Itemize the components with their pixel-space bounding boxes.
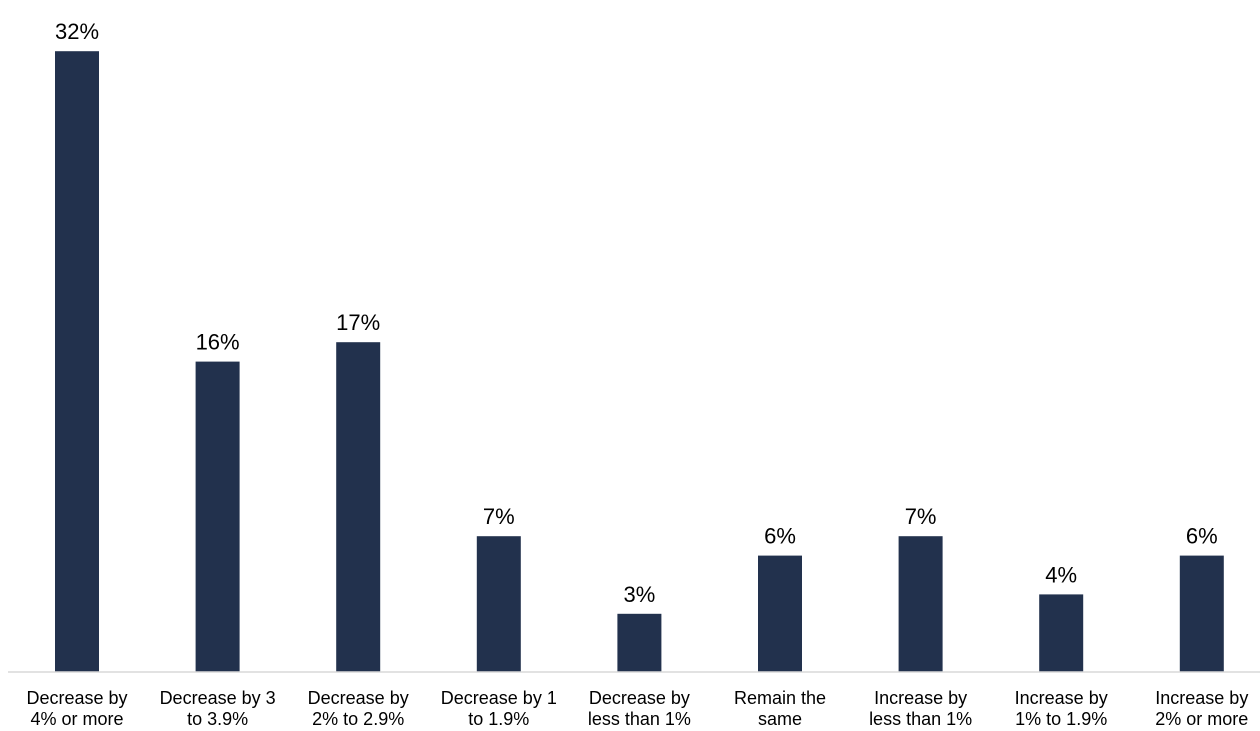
bar-4 [476, 536, 521, 672]
data-label-9: 6% [1186, 524, 1218, 549]
data-label-1: 32% [55, 19, 99, 44]
category-label-7-line-1: Increase by [874, 688, 967, 708]
data-labels-group: 32% 16% 17% 7% 3% 6% 7% 4% 6% [55, 19, 1218, 607]
bar-2 [195, 361, 240, 672]
data-label-8: 4% [1045, 562, 1077, 587]
category-label-1-line-2: 4% or more [30, 709, 123, 729]
data-label-2: 16% [196, 330, 240, 355]
category-label-9-line-2: 2% or more [1155, 709, 1248, 729]
bar-3 [336, 342, 381, 672]
category-label-8-line-1: Increase by [1015, 688, 1108, 708]
category-label-6-line-1: Remain the [734, 688, 826, 708]
bar-6 [758, 555, 802, 672]
bar-8 [1039, 594, 1084, 672]
category-label-9-line-1: Increase by [1155, 688, 1248, 708]
data-label-5: 3% [624, 582, 656, 607]
category-label-8-line-2: 1% to 1.9% [1015, 709, 1107, 729]
category-label-7-line-2: less than 1% [869, 709, 972, 729]
category-label-5-line-1: Decrease by [589, 688, 690, 708]
category-label-1-line-1: Decrease by [26, 688, 127, 708]
bar-1 [55, 51, 99, 672]
bar-7 [898, 536, 943, 672]
category-label-3-line-2: 2% to 2.9% [312, 709, 404, 729]
data-label-3: 17% [336, 310, 380, 335]
category-label-3-line-1: Decrease by [308, 688, 409, 708]
data-label-6: 6% [764, 524, 796, 549]
data-label-4: 7% [483, 504, 515, 529]
bar-5 [617, 613, 662, 672]
bars-group [55, 51, 1224, 672]
data-label-7: 7% [905, 504, 937, 529]
category-label-2-line-2: to 3.9% [187, 709, 248, 729]
category-label-4-line-2: to 1.9% [468, 709, 529, 729]
category-label-4-line-1: Decrease by 1 [441, 688, 557, 708]
category-label-2-line-1: Decrease by 3 [160, 688, 276, 708]
category-label-6-line-2: same [758, 709, 802, 729]
category-label-5-line-2: less than 1% [588, 709, 691, 729]
bar-9 [1179, 555, 1224, 672]
